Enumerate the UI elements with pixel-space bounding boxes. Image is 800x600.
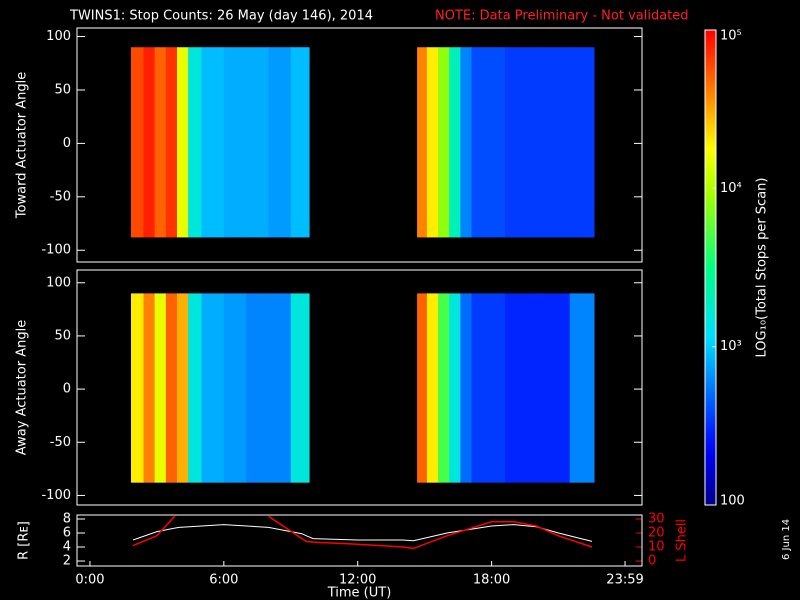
x-tick-label: 6:00 (209, 573, 238, 588)
plot-frame (76, 514, 643, 567)
colorbar-tick-label: 10⁴ (720, 181, 742, 196)
heat-cell (426, 293, 439, 483)
heat-cell (188, 293, 203, 483)
colorbar-label: LOG₁₀(Total Stops per Scan) (755, 178, 770, 358)
colorbar-tick-label: 100 (720, 494, 745, 509)
heat-cell (449, 47, 461, 238)
panel (131, 47, 595, 238)
heat-cell (460, 293, 473, 483)
x-tick-label: 18:00 (473, 573, 510, 588)
y-tick-label: 50 (54, 328, 71, 343)
panel (132, 515, 593, 550)
heat-cell (569, 47, 595, 238)
chart-title: TWINS1: Stop Counts: 26 May (day 146), 2… (69, 9, 373, 24)
heat-cell (246, 293, 269, 483)
y-tick-label: 0 (63, 136, 71, 151)
panel (131, 293, 595, 483)
y-tick-label: 2 (63, 554, 71, 569)
y-tick-label: -100 (41, 488, 71, 503)
heat-cell (536, 47, 571, 238)
heat-cell (176, 47, 189, 238)
y2-tick-label: 20 (648, 526, 665, 541)
series-line (132, 524, 593, 542)
heat-cell (154, 293, 167, 483)
y-tick-label: 100 (46, 29, 71, 44)
heat-cell (246, 47, 269, 238)
colorbar-tick-label: 10⁵ (720, 29, 742, 44)
y-axis-label: R [Rᴇ] (17, 521, 32, 560)
heat-cell (290, 293, 310, 483)
heat-cell (290, 47, 310, 238)
heat-cell (223, 293, 247, 483)
colorbar (704, 29, 717, 506)
heat-cell (471, 293, 506, 483)
heat-cell (471, 47, 506, 238)
x-tick-label: 12:00 (339, 573, 376, 588)
y2-tick-label: 30 (648, 512, 665, 527)
heat-cell (131, 47, 144, 238)
y-tick-label: 4 (63, 540, 71, 555)
series-line (132, 515, 593, 550)
note: NOTE: Data Preliminary - Not validated (435, 9, 689, 24)
heat-cell (176, 293, 189, 483)
heat-cell (201, 293, 225, 483)
heat-cell (188, 47, 203, 238)
y-tick-label: 8 (63, 511, 71, 526)
heat-cell (143, 293, 156, 483)
heat-cell (417, 293, 428, 483)
y2-axis-label: L Shell (675, 519, 690, 562)
heat-cell (131, 293, 144, 483)
heat-cell (165, 47, 178, 238)
y-axis-label: Toward Actuator Angle (15, 72, 30, 219)
x-axis-label: Time (UT) (327, 586, 392, 600)
heat-cell (165, 293, 178, 483)
date-stamp: 6 Jun 14 (781, 519, 792, 560)
heat-cell (504, 47, 537, 238)
y-tick-label: 0 (63, 382, 71, 397)
y-tick-label: 100 (46, 275, 71, 290)
heat-cell (536, 293, 571, 483)
y2-tick-label: 0 (648, 554, 656, 569)
heat-cell (438, 293, 450, 483)
colorbar-tick-label: 10³ (720, 339, 742, 354)
heat-cell (223, 47, 247, 238)
y-tick-label: 6 (63, 526, 71, 541)
heat-cell (268, 47, 292, 238)
x-tick-label: 23:59 (606, 573, 643, 588)
heat-cell (417, 47, 428, 238)
y-tick-label: -50 (50, 435, 71, 450)
heat-cell (154, 47, 167, 238)
heat-cell (504, 293, 537, 483)
y-axis-label: Away Actuator Angle (15, 320, 30, 455)
y-tick-label: -100 (41, 243, 71, 258)
heat-cell (201, 47, 225, 238)
y-tick-label: -50 (50, 189, 71, 204)
heat-cell (438, 47, 450, 238)
heat-cell (143, 47, 156, 238)
heat-cell (426, 47, 439, 238)
heat-cell (449, 293, 461, 483)
heat-cell (569, 293, 595, 483)
plot-frame (76, 27, 643, 263)
plot-frame (76, 269, 643, 506)
y2-tick-label: 10 (648, 540, 665, 555)
heat-cell (268, 293, 292, 483)
x-tick-label: 0:00 (75, 573, 104, 588)
heat-cell (460, 47, 473, 238)
y-tick-label: 50 (54, 82, 71, 97)
